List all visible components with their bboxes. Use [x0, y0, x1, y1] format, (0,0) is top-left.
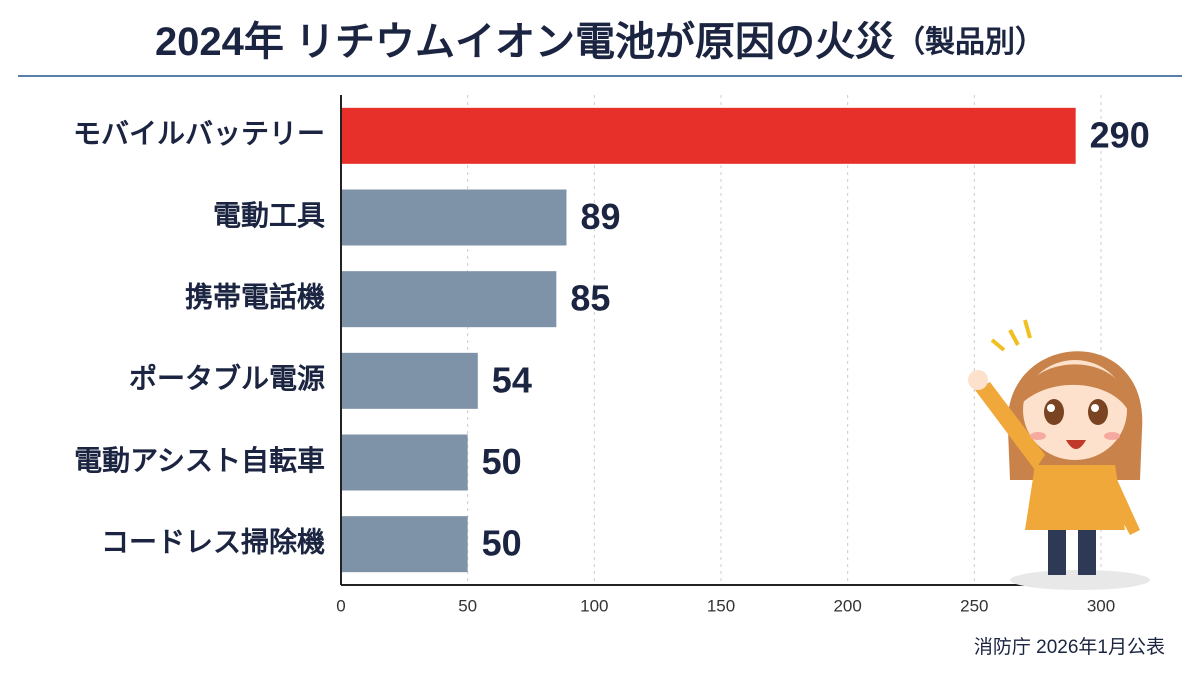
plot-area: 0 50 100 150 200 250 300 モバイルバッテリー 290 電動工具 89 携帯電話… — [73, 95, 1150, 615]
y-tick-label: ポータブル電源 — [129, 362, 325, 394]
bar — [341, 434, 468, 491]
bar — [341, 352, 478, 409]
value-label: 290 — [1090, 114, 1150, 155]
y-tick-label: 電動アシスト自転車 — [74, 445, 325, 476]
value-label: 50 — [482, 523, 522, 564]
bar — [341, 189, 567, 246]
x-tick-label: 200 — [833, 596, 861, 615]
value-label: 54 — [492, 359, 532, 400]
value-label: 85 — [570, 278, 610, 319]
x-tick-label: 250 — [960, 596, 988, 615]
y-tick-label: 電動工具 — [213, 200, 325, 231]
value-label: 50 — [482, 441, 522, 482]
x-tick-label: 150 — [707, 596, 735, 615]
title-main: 2024年 リチウムイオン電池が原因の火災 — [155, 20, 895, 64]
bar — [341, 271, 557, 328]
character-illustration — [968, 319, 1150, 590]
x-tick-label: 100 — [580, 596, 608, 615]
chart-title: 2024年 リチウムイオン電池が原因の火災（製品別） — [155, 20, 1045, 64]
x-tick-label: 0 — [336, 596, 345, 615]
x-tick-label: 300 — [1087, 596, 1115, 615]
source-note: 消防庁 2026年1月公表 — [974, 636, 1165, 658]
value-label: 89 — [580, 196, 620, 237]
y-tick-label: モバイルバッテリー — [73, 118, 325, 149]
y-tick-label: 携帯電話機 — [185, 281, 325, 313]
title-note: （製品別） — [895, 25, 1045, 59]
bar — [341, 516, 468, 573]
x-tick-label: 50 — [458, 596, 477, 615]
bar — [341, 107, 1076, 164]
y-tick-label: コードレス掃除機 — [101, 526, 325, 558]
